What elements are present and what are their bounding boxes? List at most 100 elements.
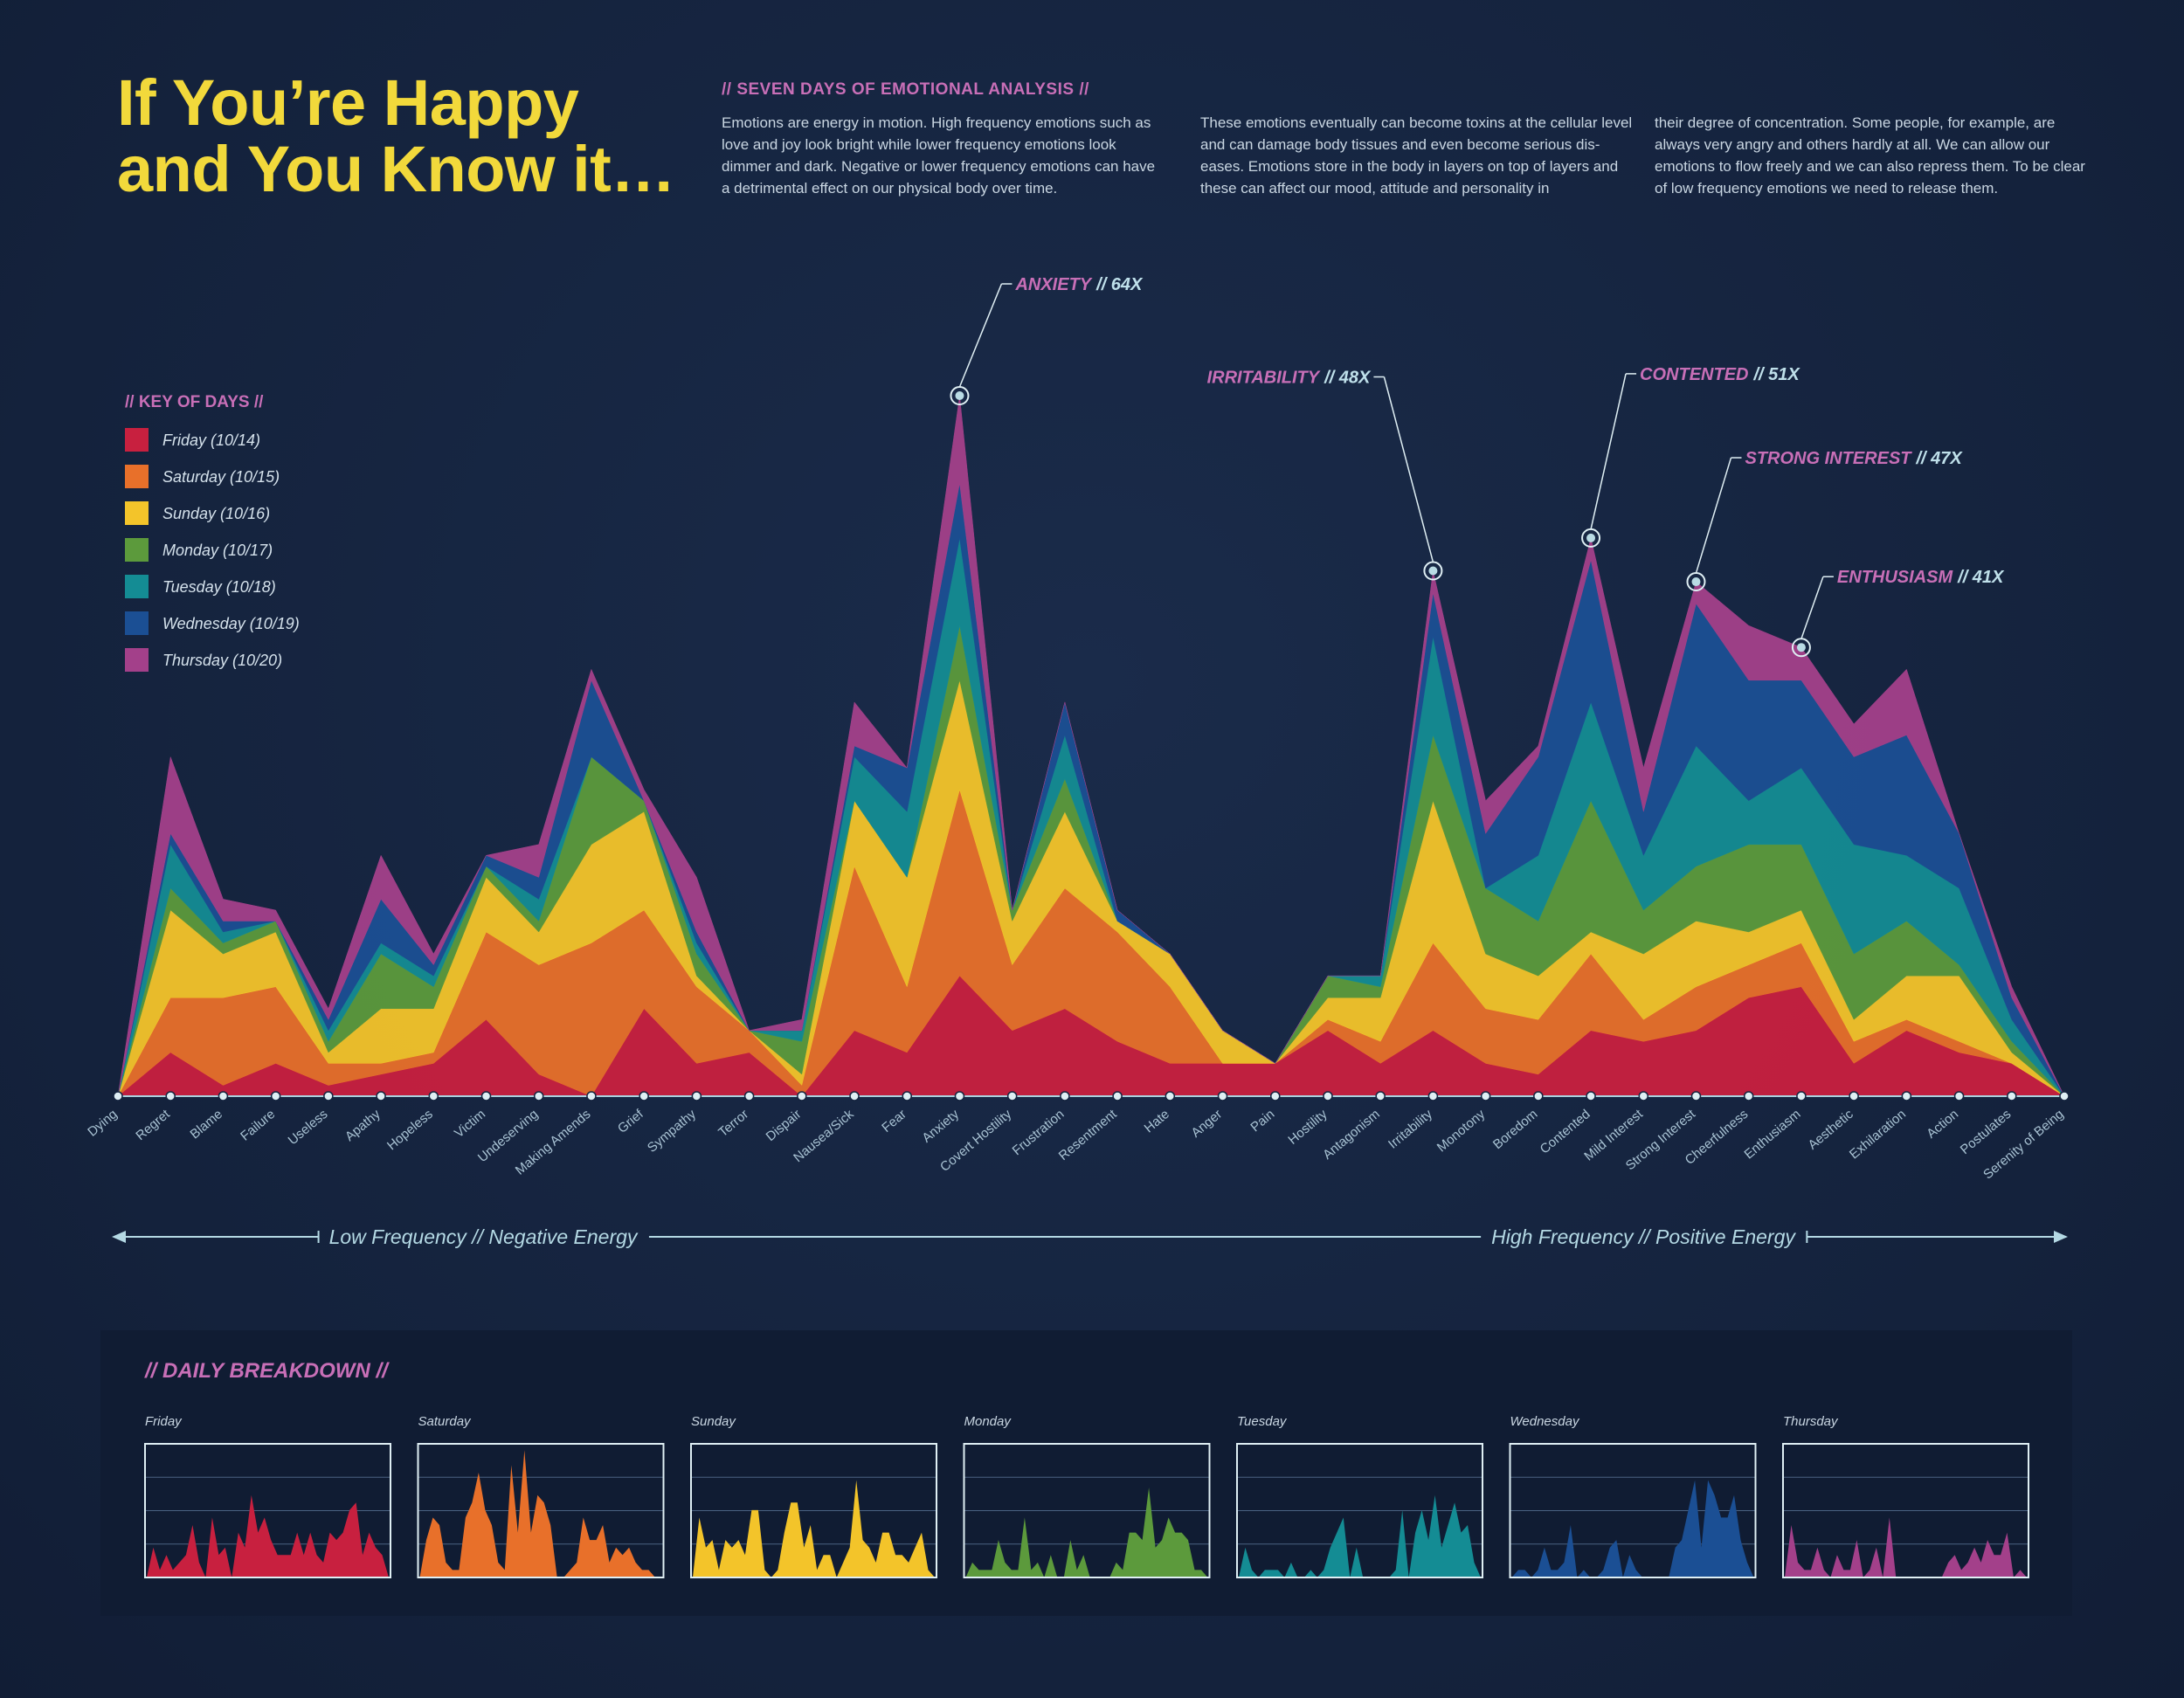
- legend-label: Thursday (10/20): [162, 652, 282, 669]
- annotation-dot: [955, 391, 964, 400]
- panel-label: Sunday: [691, 1414, 736, 1429]
- annotation: IRRITABILITY// 48X: [1207, 369, 1372, 388]
- legend-label: Sunday (10/16): [162, 505, 270, 522]
- category-dot: [428, 1091, 439, 1101]
- x-tick-label: Anxiety: [919, 1107, 962, 1146]
- x-tick-label: Dispair: [764, 1107, 805, 1144]
- title-line: and You Know it…: [117, 133, 675, 205]
- panel-area: [1785, 1517, 2027, 1577]
- arrow-head: [2054, 1231, 2068, 1243]
- x-tick-label: Aesthetic: [1806, 1107, 1857, 1153]
- panel-area: [419, 1450, 662, 1577]
- legend-label: Saturday (10/15): [162, 468, 280, 486]
- category-dot: [1480, 1091, 1491, 1101]
- category-dot: [1375, 1091, 1386, 1101]
- category-dot: [2059, 1091, 2070, 1101]
- legend-label: Monday (10/17): [162, 542, 273, 559]
- panel-label: Friday: [145, 1414, 183, 1429]
- legend-swatch: [125, 648, 149, 672]
- annotation-value: // 51X: [1753, 365, 1801, 384]
- category-dot: [743, 1091, 755, 1101]
- category-dot: [1743, 1091, 1754, 1101]
- category-dot: [1901, 1091, 1912, 1101]
- panel-frame: [1509, 1443, 1757, 1578]
- paragraph: These emotions eventually can become tox…: [1200, 114, 1633, 197]
- panel-label: Tuesday: [1237, 1414, 1288, 1429]
- x-tick-label: Useless: [286, 1107, 331, 1148]
- panel-frame: [144, 1443, 391, 1578]
- annotation-label: IRRITABILITY: [1207, 369, 1321, 388]
- annotation-label: CONTENTED: [1640, 365, 1748, 384]
- x-tick-label: Sympathy: [645, 1107, 699, 1156]
- category-dot: [1953, 1091, 1965, 1101]
- x-tick-label: Victim: [452, 1107, 488, 1141]
- category-dot: [691, 1091, 702, 1101]
- breakdown-title: // DAILY BREAKDOWN //: [144, 1359, 390, 1383]
- heading: // SEVEN DAYS OF EMOTIONAL ANALYSIS //: [722, 80, 1089, 99]
- category-dot: [1217, 1091, 1228, 1101]
- panel-frame: [417, 1443, 665, 1578]
- category-dot: [1112, 1091, 1123, 1101]
- category-dot: [639, 1091, 649, 1101]
- legend-label: Tuesday (10/18): [162, 578, 276, 596]
- panel-area: [1239, 1494, 1481, 1577]
- panel-area: [1511, 1480, 1754, 1577]
- x-tick-label: Dying: [85, 1107, 120, 1140]
- panel-label: Saturday: [418, 1414, 473, 1429]
- annotation-value: // 48X: [1324, 369, 1372, 388]
- x-tick-label: Grief: [615, 1107, 646, 1136]
- category-dot: [1690, 1091, 1702, 1101]
- category-dot: [849, 1091, 860, 1101]
- category-dot: [323, 1091, 334, 1101]
- annotation-value: // 64X: [1095, 275, 1144, 294]
- x-tick-label: Fear: [879, 1107, 909, 1135]
- x-tick-label: Boredom: [1490, 1107, 1541, 1152]
- annotation: CONTENTED // 51X: [1640, 365, 1800, 384]
- legend-label: Friday (10/14): [162, 431, 260, 449]
- panel-area: [693, 1480, 935, 1577]
- legend-swatch: [125, 465, 149, 488]
- axis-label: High Frequency // Positive Energy: [1491, 1225, 1796, 1248]
- category-dot: [586, 1091, 597, 1101]
- axis-label: Low Frequency // Negative Energy: [329, 1225, 639, 1248]
- category-dot: [2007, 1091, 2017, 1101]
- x-tick-label: Antagonism: [1320, 1107, 1383, 1163]
- category-dot: [1849, 1091, 1859, 1101]
- annotation-leader: [1383, 376, 1434, 563]
- category-dot: [1586, 1091, 1596, 1101]
- category-dot: [1796, 1091, 1807, 1101]
- category-dot: [797, 1091, 807, 1101]
- panel-label: Monday: [964, 1414, 1013, 1429]
- category-dot: [1323, 1091, 1333, 1101]
- annotation-leader: [1590, 373, 1627, 530]
- annotation-dot: [1691, 577, 1701, 587]
- annotation-label: ANXIETY: [1014, 275, 1092, 294]
- x-tick-label: Anger: [1189, 1107, 1226, 1141]
- category-dot: [1427, 1091, 1439, 1101]
- legend-swatch: [125, 538, 149, 562]
- category-dot: [1060, 1091, 1070, 1101]
- category-dot: [165, 1091, 176, 1101]
- paragraph: Emotions are energy in motion. High freq…: [722, 114, 1156, 197]
- x-tick-label: Monotony: [1434, 1107, 1489, 1156]
- category-dot: [533, 1091, 544, 1101]
- category-dot: [270, 1091, 281, 1101]
- x-tick-label: Regret: [133, 1107, 173, 1143]
- annotation-leader: [958, 283, 1003, 388]
- category-dot: [1006, 1091, 1018, 1101]
- arrow-head: [112, 1231, 126, 1243]
- panel-frame: [963, 1443, 1211, 1578]
- category-dot: [954, 1091, 965, 1101]
- panel-frame: [690, 1443, 937, 1578]
- x-tick-label: Hostility: [1285, 1107, 1330, 1148]
- x-tick-label: Resentment: [1056, 1107, 1121, 1164]
- annotation-value: // 41X: [1957, 568, 2005, 587]
- title-line: If You’re Happy: [117, 66, 579, 139]
- x-tick-label: Pain: [1248, 1107, 1277, 1135]
- legend-swatch: [125, 428, 149, 452]
- x-tick-label: Terror: [715, 1107, 751, 1140]
- title: If You’re Happy and You Know it…: [117, 70, 675, 203]
- legend-swatch: [125, 611, 149, 635]
